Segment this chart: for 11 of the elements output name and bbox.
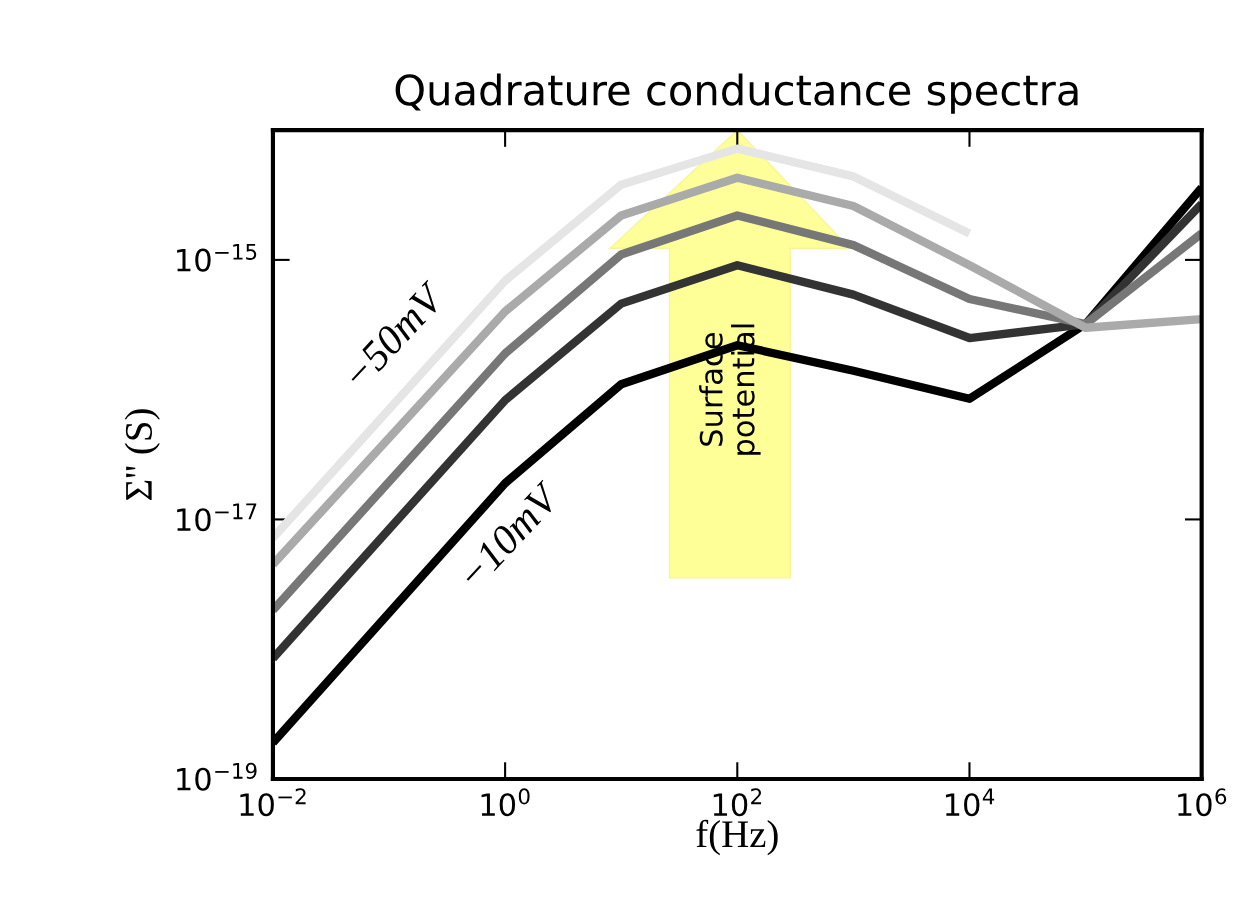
x-tick-label: 10$^{4}$	[945, 788, 995, 817]
x-tick-label: 10$^{2}$	[713, 788, 762, 817]
y-axis-title: Σ'' (S)	[124, 409, 160, 500]
x-tick-label: 10$^{0}$	[481, 788, 530, 817]
chart-title: Quadrature conductance spectra	[395, 73, 1078, 114]
y-tick-label: 10$^{−15}$	[177, 244, 257, 272]
y-tick-label: 10$^{−19}$	[177, 762, 257, 791]
y-tick-label: 10$^{−17}$	[177, 503, 257, 532]
x-tick-label: 10$^{6}$	[1178, 788, 1227, 817]
x-tick-label: 10$^{−2}$	[240, 788, 306, 817]
x-axis-title: f(Hz)	[696, 819, 778, 856]
